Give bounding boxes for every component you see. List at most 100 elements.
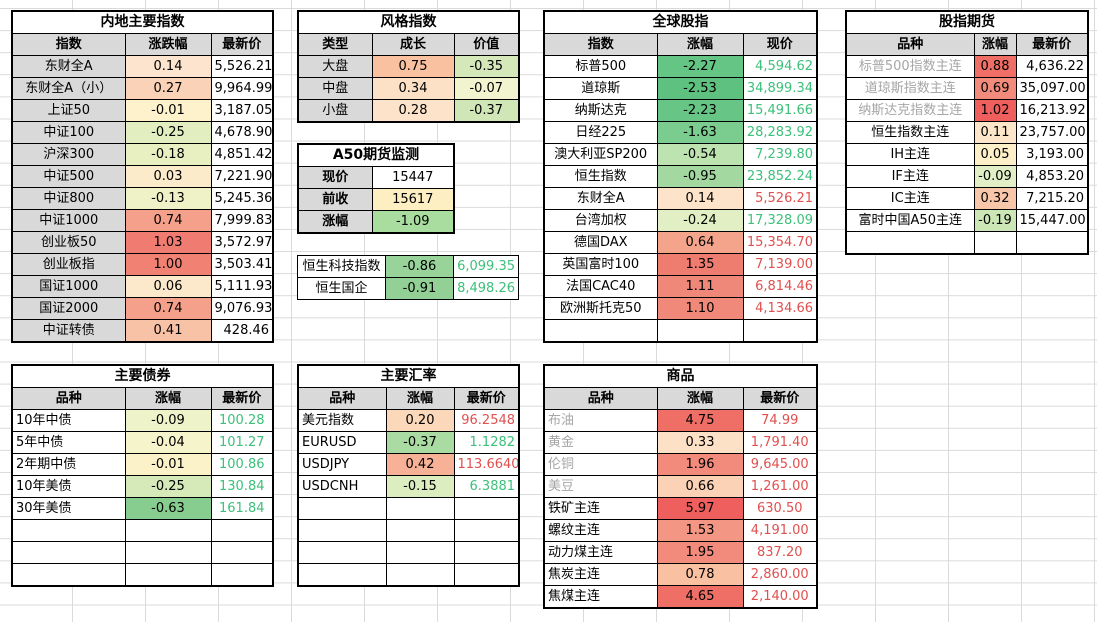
price-cell[interactable]: 4,851.42 <box>210 143 274 166</box>
change-cell[interactable]: 0.03 <box>124 165 212 188</box>
index-name-cell[interactable]: 上证50 <box>11 99 126 122</box>
change-cell[interactable]: -0.13 <box>124 187 212 210</box>
commodity-name-cell[interactable]: 焦炭主连 <box>543 563 658 586</box>
change-cell[interactable]: 0.41 <box>124 319 212 343</box>
change-cell[interactable]: 4.75 <box>656 409 744 432</box>
index-name-cell[interactable]: 台湾加权 <box>543 209 658 232</box>
future-name-cell[interactable]: 道琼斯指数主连 <box>845 77 975 100</box>
change-cell[interactable]: 1.10 <box>656 297 744 320</box>
price-cell[interactable]: 2,140.00 <box>742 585 818 609</box>
price-cell[interactable]: 15,447.00 <box>1015 209 1089 232</box>
price-cell[interactable]: 3,572.97 <box>210 231 274 254</box>
change-cell[interactable]: 0.20 <box>385 409 455 432</box>
change-cell[interactable]: 0.32 <box>973 187 1017 210</box>
index-name-cell[interactable]: 中证100 <box>11 121 126 144</box>
price-cell[interactable]: 34,899.34 <box>742 77 818 100</box>
price-cell[interactable]: 9,645.00 <box>742 453 818 476</box>
change-cell[interactable]: 0.78 <box>656 563 744 586</box>
growth-cell[interactable]: 0.28 <box>371 99 455 123</box>
index-name-cell[interactable]: 日经225 <box>543 121 658 144</box>
index-name-cell[interactable]: 标普500 <box>543 55 658 78</box>
change-cell[interactable]: -2.23 <box>656 99 744 122</box>
change-cell[interactable]: 1.35 <box>656 253 744 276</box>
change-cell[interactable]: 1.53 <box>656 519 744 542</box>
price-cell[interactable]: 630.50 <box>742 497 818 520</box>
index-name-cell[interactable]: 国证2000 <box>11 297 126 320</box>
empty-cell[interactable] <box>297 519 387 542</box>
change-cell[interactable]: -0.95 <box>656 165 744 188</box>
commodity-name-cell[interactable]: 铁矿主连 <box>543 497 658 520</box>
change-cell[interactable]: 0.11 <box>973 121 1017 144</box>
price-cell[interactable]: 23,852.24 <box>742 165 818 188</box>
index-name-cell[interactable]: 纳斯达克 <box>543 99 658 122</box>
empty-cell[interactable] <box>845 231 975 255</box>
index-name-cell[interactable]: 中证500 <box>11 165 126 188</box>
price-cell[interactable]: 74.99 <box>742 409 818 432</box>
change-cell[interactable]: 0.27 <box>124 77 212 100</box>
empty-cell[interactable] <box>297 563 387 587</box>
future-name-cell[interactable]: IH主连 <box>845 143 975 166</box>
change-cell[interactable]: 0.33 <box>656 431 744 454</box>
change-cell[interactable]: 0.88 <box>973 55 1017 78</box>
change-cell[interactable]: -0.54 <box>656 143 744 166</box>
index-name-cell[interactable]: 东财全A（小） <box>11 77 126 100</box>
change-cell[interactable]: -1.63 <box>656 121 744 144</box>
a50-value-cell[interactable]: -1.09 <box>371 210 455 234</box>
change-cell[interactable]: 1.00 <box>124 253 212 276</box>
empty-cell[interactable] <box>210 519 274 542</box>
commodity-name-cell[interactable]: 焦煤主连 <box>543 585 658 609</box>
change-cell[interactable]: 0.42 <box>385 453 455 476</box>
empty-cell[interactable] <box>124 541 212 564</box>
future-name-cell[interactable]: IC主连 <box>845 187 975 210</box>
change-cell[interactable]: 0.74 <box>124 209 212 232</box>
change-cell[interactable]: 1.95 <box>656 541 744 564</box>
change-cell[interactable]: -0.63 <box>124 497 212 520</box>
empty-cell[interactable] <box>656 319 744 343</box>
empty-cell[interactable] <box>453 519 520 542</box>
price-cell[interactable]: 7,221.90 <box>210 165 274 188</box>
price-cell[interactable]: 113.6640 <box>453 453 520 476</box>
empty-cell[interactable] <box>11 519 126 542</box>
price-cell[interactable]: 4,134.66 <box>742 297 818 320</box>
empty-cell[interactable] <box>124 563 212 587</box>
price-cell[interactable]: 8,498.26 <box>453 277 519 300</box>
index-name-cell[interactable]: 道琼斯 <box>543 77 658 100</box>
future-name-cell[interactable]: IF主连 <box>845 165 975 188</box>
change-cell[interactable]: -0.91 <box>385 277 454 300</box>
index-name-cell[interactable]: 创业板50 <box>11 231 126 254</box>
price-cell[interactable]: 9,964.99 <box>210 77 274 100</box>
fx-name-cell[interactable]: USDCNH <box>297 475 387 498</box>
fx-name-cell[interactable]: EURUSD <box>297 431 387 454</box>
price-cell[interactable]: 4,594.62 <box>742 55 818 78</box>
empty-cell[interactable] <box>742 319 818 343</box>
commodity-name-cell[interactable]: 黄金 <box>543 431 658 454</box>
index-name-cell[interactable]: 创业板指 <box>11 253 126 276</box>
bond-name-cell[interactable]: 10年美债 <box>11 475 126 498</box>
future-name-cell[interactable]: 纳斯达克指数主连 <box>845 99 975 122</box>
price-cell[interactable]: 4,678.90 <box>210 121 274 144</box>
empty-cell[interactable] <box>1015 231 1089 255</box>
price-cell[interactable]: 15,491.66 <box>742 99 818 122</box>
index-name-cell[interactable]: 欧洲斯托克50 <box>543 297 658 320</box>
price-cell[interactable]: 4,191.00 <box>742 519 818 542</box>
index-name-cell[interactable]: 英国富时100 <box>543 253 658 276</box>
price-cell[interactable]: 28,283.92 <box>742 121 818 144</box>
change-cell[interactable]: -0.01 <box>124 99 212 122</box>
change-cell[interactable]: -0.86 <box>385 255 454 278</box>
bond-name-cell[interactable]: 30年美债 <box>11 497 126 520</box>
change-cell[interactable]: -0.09 <box>124 409 212 432</box>
change-cell[interactable]: -2.53 <box>656 77 744 100</box>
change-cell[interactable]: -0.25 <box>124 121 212 144</box>
index-name-cell[interactable]: 恒生国企 <box>297 277 386 300</box>
value-cell[interactable]: -0.35 <box>453 55 520 78</box>
change-cell[interactable]: 0.74 <box>124 297 212 320</box>
price-cell[interactable]: 9,076.93 <box>210 297 274 320</box>
future-name-cell[interactable]: 富时中国A50主连 <box>845 209 975 232</box>
price-cell[interactable]: 428.46 <box>210 319 274 343</box>
index-name-cell[interactable]: 澳大利亚SP200 <box>543 143 658 166</box>
a50-label-cell[interactable]: 前收 <box>297 188 373 211</box>
empty-cell[interactable] <box>297 541 387 564</box>
price-cell[interactable]: 6,099.35 <box>453 255 519 278</box>
price-cell[interactable]: 5,245.36 <box>210 187 274 210</box>
change-cell[interactable]: 0.06 <box>124 275 212 298</box>
